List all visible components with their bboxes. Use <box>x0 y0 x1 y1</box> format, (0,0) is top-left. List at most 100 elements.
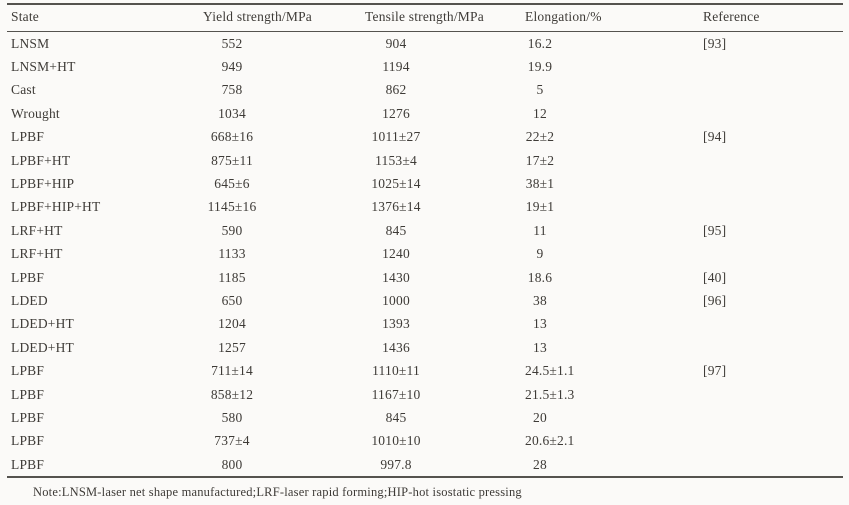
tensile-value: 904 <box>385 35 407 51</box>
yield-value: 949 <box>221 59 243 75</box>
yield-cell: 1185 <box>197 266 359 289</box>
table-row: LPBF 800 997.8 28 <box>7 453 843 477</box>
tensile-cell: 1010±10 <box>359 430 519 453</box>
elongation-value: 17±2 <box>525 152 555 168</box>
yield-value: 858±12 <box>210 386 254 402</box>
elongation-value: 22±2 <box>525 129 555 145</box>
elongation-cell: 11 <box>519 219 697 242</box>
table-row: LPBF+HIP 645±6 1025±14 38±1 <box>7 172 843 195</box>
state-value: LRF+HT <box>11 222 63 238</box>
reference-value: [94] <box>703 129 727 145</box>
state-value: LDED+HT <box>11 339 75 355</box>
yield-cell: 1257 <box>197 336 359 359</box>
tensile-cell: 1011±27 <box>359 126 519 149</box>
tensile-value: 862 <box>385 82 407 98</box>
yield-value: 800 <box>221 456 243 472</box>
tensile-value: 1167±10 <box>371 386 421 402</box>
tensile-cell: 1167±10 <box>359 383 519 406</box>
yield-cell: 1133 <box>197 243 359 266</box>
state-value: LPBF <box>11 129 45 145</box>
table-row: LPBF 668±16 1011±27 22±2 [94] <box>7 126 843 149</box>
reference-value: [96] <box>703 292 727 308</box>
column-header-yield: Yield strength/MPa <box>197 4 359 32</box>
tensile-cell: 845 <box>359 406 519 429</box>
state-value: LPBF+HIP+HT <box>11 199 101 215</box>
reference-cell <box>697 430 843 453</box>
material-properties-table: State Yield strength/MPa Tensile strength/… <box>7 3 843 479</box>
state-value: LPBF+HT <box>11 152 71 168</box>
state-value: LPBF+HIP <box>11 176 75 192</box>
tensile-value: 845 <box>385 409 407 425</box>
yield-cell: 590 <box>197 219 359 242</box>
tensile-cell: 1436 <box>359 336 519 359</box>
elongation-cell: 12 <box>519 102 697 125</box>
yield-value: 875±11 <box>211 152 253 168</box>
elongation-cell: 19±1 <box>519 196 697 219</box>
elongation-value: 13 <box>533 316 547 332</box>
state-cell: LPBF+HT <box>7 149 197 172</box>
state-value: LNSM+HT <box>11 59 76 75</box>
yield-value: 1145±16 <box>207 199 257 215</box>
column-header-elongation: Elongation/% <box>519 4 697 32</box>
reference-value: [95] <box>703 222 727 238</box>
state-value: LPBF <box>11 433 45 449</box>
table-header: State Yield strength/MPa Tensile strength/… <box>7 4 843 32</box>
state-value: LPBF <box>11 456 45 472</box>
reference-cell <box>697 406 843 429</box>
state-value: LDED <box>11 292 48 308</box>
elongation-value: 12 <box>533 105 547 121</box>
elongation-cell: 24.5±1.1 <box>519 359 697 382</box>
elongation-cell: 18.6 <box>519 266 697 289</box>
state-value: LPBF <box>11 409 45 425</box>
column-header-reference: Reference <box>697 4 843 32</box>
table-footnote: Note:LNSM-laser net shape manufactured;L… <box>33 485 522 500</box>
elongation-value: 13 <box>533 339 547 355</box>
table-row: LPBF 711±14 1110±11 24.5±1.1 [97] <box>7 359 843 382</box>
elongation-cell: 17±2 <box>519 149 697 172</box>
tensile-value: 1000 <box>382 292 410 308</box>
yield-value: 580 <box>221 409 243 425</box>
elongation-value: 21.5±1.3 <box>525 386 575 402</box>
table-row: LPBF 580 845 20 <box>7 406 843 429</box>
state-cell: LNSM+HT <box>7 55 197 78</box>
yield-cell: 858±12 <box>197 383 359 406</box>
yield-cell: 580 <box>197 406 359 429</box>
yield-cell: 668±16 <box>197 126 359 149</box>
tensile-value: 1110±11 <box>372 363 420 379</box>
state-value: LDED+HT <box>11 316 75 332</box>
elongation-cell: 21.5±1.3 <box>519 383 697 406</box>
reference-cell <box>697 55 843 78</box>
elongation-value: 19.9 <box>527 59 553 75</box>
reference-cell <box>697 383 843 406</box>
table-row: LPBF+HIP+HT 1145±16 1376±14 19±1 <box>7 196 843 219</box>
yield-value: 645±6 <box>214 176 250 192</box>
tensile-value: 1010±10 <box>371 433 421 449</box>
reference-cell: [94] <box>697 126 843 149</box>
yield-cell: 711±14 <box>197 359 359 382</box>
reference-value: [93] <box>703 35 727 51</box>
elongation-cell: 38±1 <box>519 172 697 195</box>
yield-value: 737±4 <box>214 433 250 449</box>
tensile-cell: 1276 <box>359 102 519 125</box>
tensile-value: 1194 <box>382 59 410 75</box>
yield-value: 1133 <box>218 246 246 262</box>
state-cell: LNSM <box>7 32 197 56</box>
elongation-value: 19±1 <box>525 199 555 215</box>
yield-cell: 800 <box>197 453 359 477</box>
elongation-value: 24.5±1.1 <box>525 363 575 379</box>
reference-cell: [96] <box>697 289 843 312</box>
elongation-value: 5 <box>536 82 544 98</box>
elongation-cell: 13 <box>519 313 697 336</box>
yield-cell: 1145±16 <box>197 196 359 219</box>
elongation-cell: 28 <box>519 453 697 477</box>
reference-value: [40] <box>703 269 727 285</box>
elongation-cell: 5 <box>519 79 697 102</box>
elongation-value: 20 <box>533 409 547 425</box>
tensile-cell: 862 <box>359 79 519 102</box>
table-row: Wrought 1034 1276 12 <box>7 102 843 125</box>
state-value: Cast <box>11 82 36 98</box>
yield-value: 711±14 <box>211 363 253 379</box>
table-row: LDED 650 1000 38 [96] <box>7 289 843 312</box>
state-cell: LPBF+HIP <box>7 172 197 195</box>
table-row: LPBF 737±4 1010±10 20.6±2.1 <box>7 430 843 453</box>
